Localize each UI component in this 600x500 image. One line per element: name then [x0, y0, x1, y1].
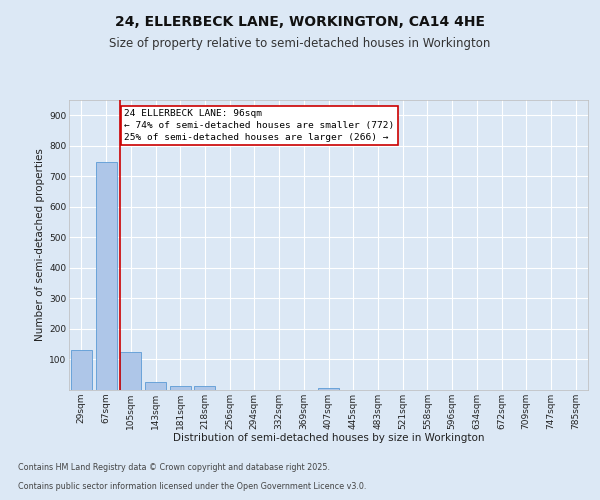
Bar — [170, 386, 191, 390]
Text: Contains public sector information licensed under the Open Government Licence v3: Contains public sector information licen… — [18, 482, 367, 491]
Text: 24 ELLERBECK LANE: 96sqm
← 74% of semi-detached houses are smaller (772)
25% of : 24 ELLERBECK LANE: 96sqm ← 74% of semi-d… — [124, 109, 394, 142]
Bar — [120, 352, 141, 390]
Text: Contains HM Land Registry data © Crown copyright and database right 2025.: Contains HM Land Registry data © Crown c… — [18, 464, 330, 472]
Bar — [71, 350, 92, 390]
Text: Size of property relative to semi-detached houses in Workington: Size of property relative to semi-detach… — [109, 38, 491, 51]
Text: 24, ELLERBECK LANE, WORKINGTON, CA14 4HE: 24, ELLERBECK LANE, WORKINGTON, CA14 4HE — [115, 15, 485, 29]
Bar — [318, 388, 339, 390]
Y-axis label: Number of semi-detached properties: Number of semi-detached properties — [35, 148, 45, 342]
X-axis label: Distribution of semi-detached houses by size in Workington: Distribution of semi-detached houses by … — [173, 434, 484, 444]
Bar — [95, 162, 116, 390]
Bar — [194, 386, 215, 390]
Bar — [145, 382, 166, 390]
